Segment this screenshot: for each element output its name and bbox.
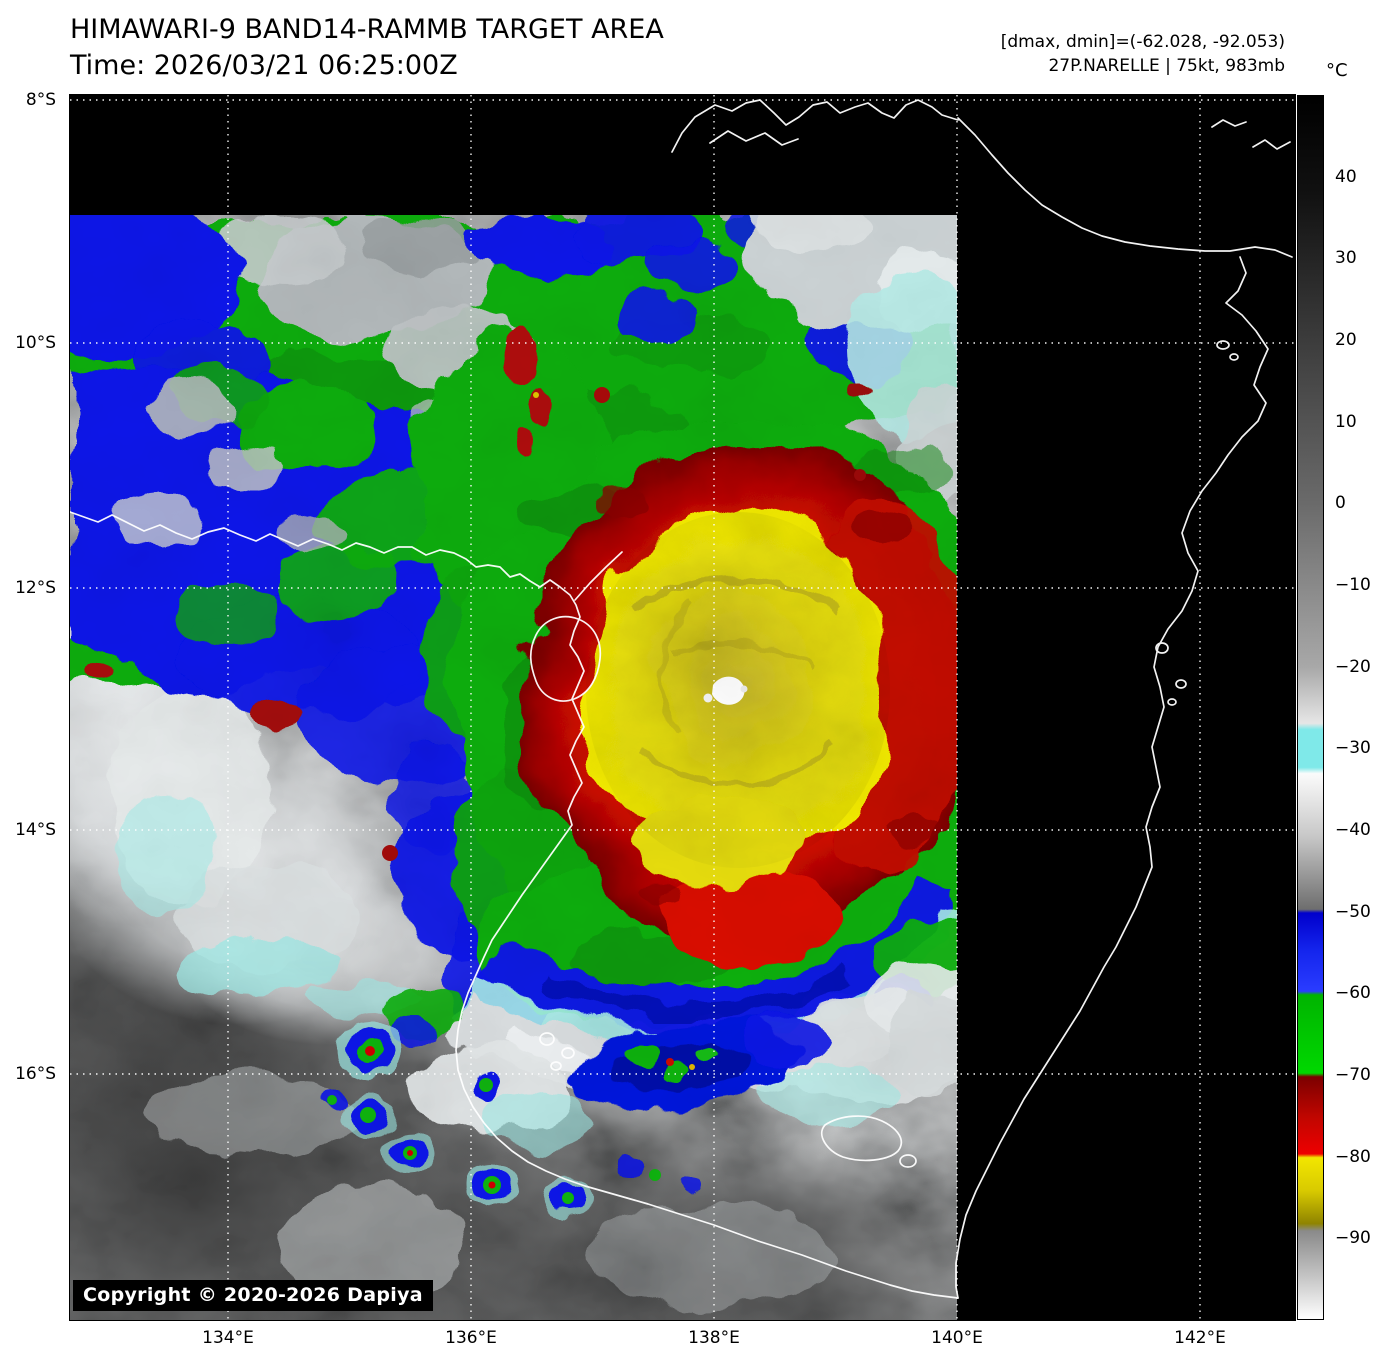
colorbar-tick-label: 20 [1335, 330, 1357, 350]
colorbar-tick-label: −50 [1335, 902, 1371, 922]
colorbar-tick-label: −40 [1335, 820, 1371, 840]
colorbar-tick-label: −20 [1335, 657, 1371, 677]
gridlines [70, 95, 1295, 1320]
lat-tick-label: 16°S [15, 1064, 56, 1084]
colorbar-tick-label: 30 [1335, 248, 1357, 268]
colorbar-tick-label: 10 [1335, 412, 1357, 432]
lon-tick-label: 136°E [445, 1328, 497, 1348]
colorbar-tick-label: −90 [1335, 1228, 1371, 1248]
colorbar-tick-label: −60 [1335, 983, 1371, 1003]
coastline-groote-eylandt [529, 615, 602, 702]
colorbar-tick-label: −10 [1335, 575, 1371, 595]
coastline-mornington-island [820, 1115, 903, 1162]
latitude-axis: 8°S 10°S 12°S 14°S 16°S [0, 90, 62, 1320]
temperature-colorbar [1297, 95, 1324, 1320]
page-title: HIMAWARI-9 BAND14-RAMMB TARGET AREA [70, 14, 664, 45]
satellite-map [69, 95, 1295, 1320]
lat-tick-label: 8°S [25, 90, 56, 110]
lat-tick-label: 12°S [15, 578, 56, 598]
coastline-capeyork-top [957, 117, 1293, 258]
satellite-swath [70, 215, 957, 1320]
coastline-arnhem-top [671, 99, 959, 153]
header-info: [dmax, dmin]=(-62.028, -92.053) 27P.NARE… [1001, 30, 1285, 78]
colorbar-axis: 40 30 20 10 0 −10 −20 −30 −40 −50 −60 −7… [1331, 95, 1385, 1320]
dmax-dmin-readout: [dmax, dmin]=(-62.028, -92.053) [1000, 32, 1285, 52]
colorbar-tick-label: −80 [1335, 1147, 1371, 1167]
lon-tick-label: 140°E [931, 1328, 983, 1348]
storm-info: 27P.NARELLE | 75kt, 983mb [1048, 56, 1285, 76]
colorbar-tick-label: −70 [1335, 1065, 1371, 1085]
copyright-badge: Copyright © 2020-2026 Dapiya [73, 1280, 433, 1311]
image-timestamp: Time: 2026/03/21 06:25:00Z [70, 50, 458, 81]
map-area: Copyright © 2020-2026 Dapiya [69, 94, 1296, 1321]
colorbar-tick-label: 0 [1335, 493, 1346, 513]
lat-tick-label: 10°S [15, 333, 56, 353]
lon-tick-label: 134°E [202, 1328, 254, 1348]
colorbar-tick-label: 40 [1335, 167, 1357, 187]
longitude-axis: 134°E 136°E 138°E 140°E 142°E [70, 1326, 1295, 1354]
lon-tick-label: 142°E [1174, 1328, 1226, 1348]
coastlines [69, 99, 1293, 1299]
colorbar-tick-label: −30 [1335, 738, 1371, 758]
coastline-capeyork-west [955, 256, 1269, 1299]
lat-tick-label: 14°S [15, 820, 56, 840]
coastline-gulf-west [69, 511, 959, 1299]
colorbar-unit-label: °C [1326, 60, 1348, 81]
lon-tick-label: 138°E [688, 1328, 740, 1348]
